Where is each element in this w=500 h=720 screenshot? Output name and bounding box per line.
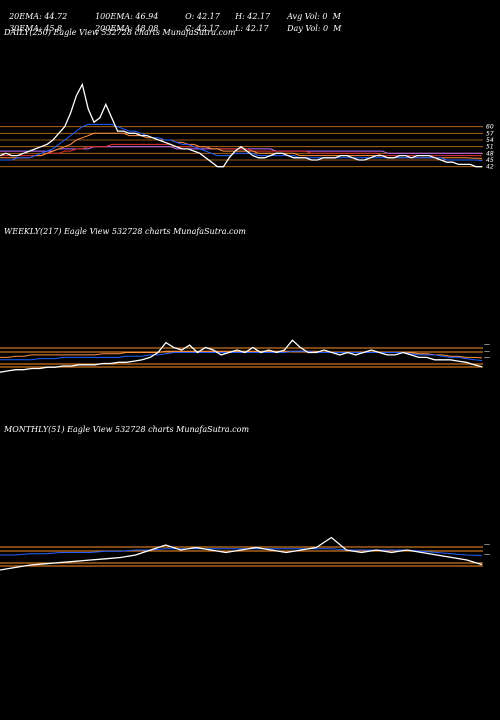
open-value: O: 42.17: [185, 12, 220, 21]
daily-level-label: 60: [486, 124, 494, 131]
daily-series-0-line: [0, 82, 482, 168]
ema30-value: 30EMA: 45.8: [9, 24, 63, 33]
daily-level-label: 57: [486, 130, 494, 137]
low-value: L: 42.17: [235, 24, 269, 33]
daily-level-label: 51: [486, 144, 494, 151]
day-vol-value: Day Vol: 0 M: [287, 24, 342, 33]
monthly-tick-label: —: [484, 541, 490, 548]
daily-series-2-line: [0, 132, 482, 159]
weekly-panel-label: WEEKLY(217) Eagle View 532728 charts Mun…: [4, 227, 246, 236]
daily-level-label: 54: [486, 137, 494, 144]
ema200-value: 200EMA: 48.08: [95, 24, 159, 33]
weekly-tick-label: —: [484, 341, 490, 348]
daily-level-label: 42: [486, 164, 494, 171]
monthly-series-0-line: [0, 536, 483, 571]
daily-level-label: 45: [486, 157, 494, 164]
daily-series-1-line: [0, 123, 483, 162]
daily-level-label: 48: [486, 150, 494, 157]
daily-panel-label: DAILY(250) Eagle View 532728 charts Muna…: [4, 28, 236, 37]
indicator-row-1: 20EMA: 44.72 100EMA: 46.94 O: 42.17 H: 42.1…: [4, 3, 341, 21]
weekly-tick-label: —: [484, 354, 490, 361]
ema20-value: 20EMA: 44.72: [9, 12, 68, 21]
indicator-row-2: 30EMA: 45.8 200EMA: 48.08 C: 42.17 L: 42.17…: [4, 15, 341, 33]
monthly-panel-label: MONTHLY(51) Eagle View 532728 charts Mun…: [4, 425, 250, 434]
avg-vol-value: Avg Vol: 0 M: [287, 12, 341, 21]
close-value: C: 42.17: [185, 24, 220, 33]
monthly-series-1-line: [0, 548, 483, 556]
weekly-tick-label: —: [484, 348, 490, 355]
ema100-value: 100EMA: 46.94: [95, 12, 159, 21]
weekly-series-0-line: [0, 339, 483, 373]
high-value: H: 42.17: [235, 12, 271, 21]
monthly-tick-label: —: [484, 551, 490, 558]
